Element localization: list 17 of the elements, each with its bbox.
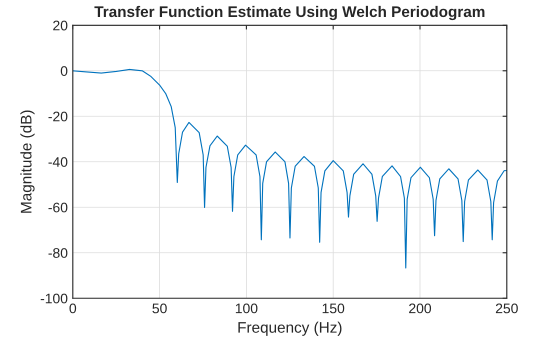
x-tick-label: 0 xyxy=(69,303,76,314)
y-tick-label: -60 xyxy=(48,202,68,212)
x-tick-label: 100 xyxy=(236,303,258,314)
x-tick-label: 250 xyxy=(496,303,518,314)
y-tick-label: -40 xyxy=(48,157,68,167)
y-tick-label: -20 xyxy=(48,112,68,122)
chart-title: Transfer Function Estimate Using Welch Periodogram xyxy=(94,6,484,20)
x-tick-label: 150 xyxy=(322,303,344,314)
y-tick-label: -100 xyxy=(40,294,68,304)
x-tick-label: 50 xyxy=(152,303,167,314)
x-tick-label: 200 xyxy=(409,303,432,314)
x-axis-title: Frequency (Hz) xyxy=(238,322,342,336)
y-tick-label: 20 xyxy=(53,20,68,30)
line-series xyxy=(72,68,507,269)
y-axis-title: Magnitude (dB) xyxy=(20,110,35,213)
y-tick-label: -80 xyxy=(48,248,68,258)
y-tick-label: 0 xyxy=(60,66,68,76)
